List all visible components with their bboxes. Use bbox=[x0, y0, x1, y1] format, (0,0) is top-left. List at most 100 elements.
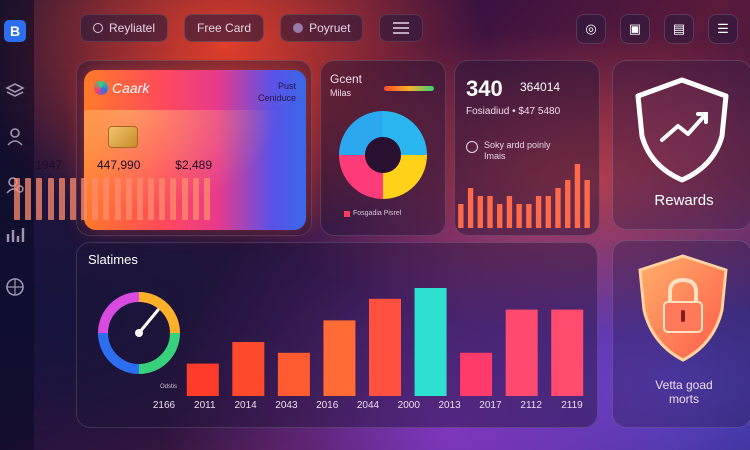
card-number: 133 1947 bbox=[12, 158, 63, 172]
legend-label: Fosgadia Pisrel bbox=[353, 210, 402, 217]
card-stripe bbox=[192, 178, 199, 220]
shield-lock-icon bbox=[638, 254, 728, 362]
vault-line1: Vetta goad bbox=[655, 378, 713, 392]
chart-bar bbox=[414, 288, 447, 396]
statistics-bar-chart bbox=[186, 288, 584, 396]
card-corner-text: Pust Ceniduce bbox=[258, 80, 296, 104]
tab-poyruet[interactable]: Poyruet bbox=[280, 14, 364, 42]
card-stripe bbox=[25, 178, 32, 220]
x-axis-label: 2013 bbox=[438, 400, 461, 411]
x-axis-label: 2017 bbox=[479, 400, 502, 411]
chart-bar bbox=[277, 352, 310, 396]
chart-bar bbox=[369, 298, 401, 396]
info-icon bbox=[466, 141, 478, 153]
legend-gradient-line bbox=[384, 86, 434, 91]
card-stripe bbox=[203, 178, 210, 220]
card-stripe bbox=[159, 178, 166, 220]
donut-chart bbox=[339, 111, 427, 199]
donut-title: Gcent bbox=[330, 72, 363, 86]
gauge-chart bbox=[98, 292, 180, 374]
layers-icon[interactable] bbox=[4, 80, 26, 102]
card-numbers: 133 1947 447,990 $2,489 bbox=[12, 158, 212, 172]
card-balance: 447,990 bbox=[96, 158, 141, 172]
card-stripe bbox=[47, 178, 54, 220]
statistics-title: Slatimes bbox=[88, 252, 138, 267]
mini-bar bbox=[555, 188, 561, 228]
currency-button[interactable]: ◎ bbox=[576, 14, 606, 44]
chart-bar bbox=[232, 342, 265, 396]
tab-label: Poyruet bbox=[309, 21, 351, 35]
card-brand-name: Caark bbox=[112, 80, 150, 96]
gift-icon: ▣ bbox=[628, 21, 642, 36]
note: Soky ardd poinly Imais bbox=[466, 140, 551, 162]
currency-icon: ◎ bbox=[585, 21, 597, 36]
chart-icon[interactable] bbox=[4, 224, 26, 246]
app-logo[interactable]: B bbox=[4, 20, 26, 42]
card-stripe bbox=[58, 178, 65, 220]
mini-bar bbox=[574, 164, 581, 228]
card-stripe bbox=[92, 178, 99, 220]
chart-bar bbox=[323, 320, 356, 396]
card-stripe bbox=[170, 178, 177, 220]
sub-label: Fosiadiud • $47 5480 bbox=[466, 106, 561, 117]
mini-bar bbox=[458, 204, 464, 228]
rewards-panel[interactable] bbox=[612, 60, 750, 230]
x-axis-label: 2166 bbox=[152, 400, 176, 411]
card-stripe bbox=[36, 178, 43, 220]
card-small-label: Caab bbox=[12, 146, 29, 153]
donut-slice bbox=[383, 111, 427, 155]
note-line1: Soky ardd poinly bbox=[484, 140, 551, 150]
vault-label: Vetta goad morts bbox=[620, 378, 748, 406]
vault-line2: morts bbox=[669, 392, 699, 406]
legend-swatch bbox=[344, 210, 350, 217]
rewards-label: Rewards bbox=[654, 192, 714, 209]
gift-button[interactable]: ▣ bbox=[620, 14, 650, 44]
shield-chart-icon bbox=[635, 77, 729, 183]
card-stripe bbox=[136, 178, 143, 220]
mini-bar bbox=[467, 188, 474, 228]
user-icon[interactable] bbox=[4, 126, 26, 148]
chart-bar bbox=[460, 352, 493, 396]
mini-bar bbox=[545, 196, 551, 228]
list-view-button[interactable] bbox=[379, 14, 424, 42]
mini-bar bbox=[487, 196, 493, 228]
x-axis-label: 2011 bbox=[194, 400, 216, 411]
card-corner-line2: Ceniduce bbox=[257, 93, 296, 103]
lock-icon: ▤ bbox=[672, 21, 686, 36]
tab-label: Free Card bbox=[197, 21, 252, 35]
tab-free-card[interactable]: Free Card bbox=[184, 14, 265, 42]
tab-reyliatel[interactable]: Reyliatel bbox=[80, 14, 169, 42]
x-axis-label: 2044 bbox=[356, 400, 380, 411]
mini-bar bbox=[516, 204, 522, 228]
card-bars bbox=[14, 178, 210, 220]
donut-slice bbox=[339, 111, 383, 155]
lock-button[interactable]: ▤ bbox=[664, 14, 694, 44]
card-stripe bbox=[181, 178, 188, 220]
tab-label: Reyliatel bbox=[109, 21, 156, 35]
card-stripe bbox=[81, 178, 88, 220]
mini-bar bbox=[477, 196, 483, 228]
mini-bar bbox=[497, 204, 503, 228]
sidebar: B bbox=[0, 0, 34, 450]
dot-icon bbox=[293, 23, 304, 33]
x-axis-label: 2014 bbox=[234, 400, 257, 411]
globe-icon[interactable] bbox=[4, 276, 26, 298]
secondary-number: 364014 bbox=[520, 80, 561, 94]
note-line2: Imais bbox=[484, 151, 506, 161]
card-brand: Caark bbox=[94, 80, 149, 96]
x-axis-label: 2112 bbox=[520, 400, 542, 411]
menu-button[interactable]: ☰ bbox=[708, 14, 738, 44]
top-right-actions: ◎ ▣ ▤ ☰ bbox=[576, 14, 738, 44]
card-chip-icon bbox=[108, 126, 138, 148]
donut-hole bbox=[365, 137, 401, 173]
gauge-label: Odstis bbox=[160, 384, 178, 390]
donut-slice bbox=[383, 155, 427, 199]
donut-legend: Fosgadia Pisrel bbox=[344, 210, 401, 217]
x-axis-label: 2000 bbox=[397, 400, 420, 411]
chart-bar bbox=[505, 309, 538, 396]
mini-bar bbox=[584, 180, 590, 228]
mini-bar bbox=[565, 180, 571, 228]
x-axis-label: 2119 bbox=[561, 400, 583, 411]
donut-subtitle: Milas bbox=[330, 88, 352, 98]
list-icon bbox=[393, 22, 410, 34]
